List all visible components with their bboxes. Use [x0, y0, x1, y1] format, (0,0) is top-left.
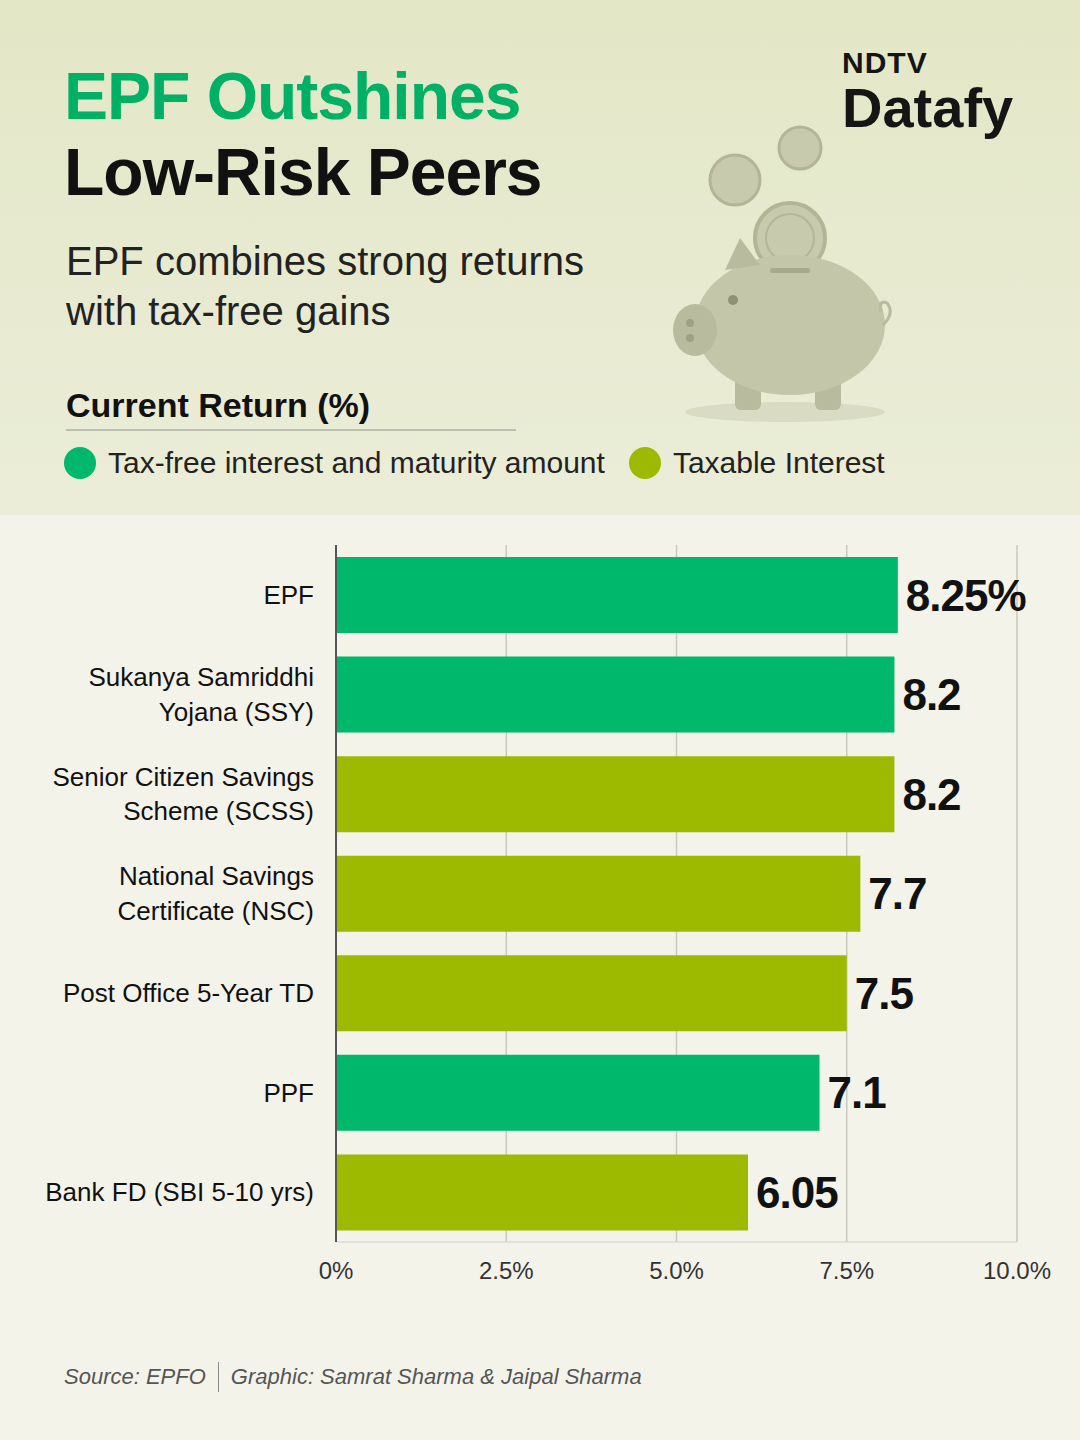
- html-text:Taxable Interest: Taxable Interest: [672, 446, 885, 479]
- html-text:Source: EPFO: Source: EPFO: [64, 1364, 206, 1389]
- svg-text:5.0%: 5.0%: [649, 1257, 704, 1284]
- svg-text:8.2: 8.2: [902, 770, 960, 819]
- svg-text:7.5: 7.5: [855, 969, 914, 1018]
- svg-text:Senior Citizen SavingsScheme (: Senior Citizen SavingsScheme (SCSS): [52, 762, 314, 826]
- svg-text:8.25%: 8.25%: [906, 571, 1026, 620]
- svg-text:Sukanya SamriddhiYojana (SSY): Sukanya SamriddhiYojana (SSY): [89, 662, 314, 726]
- svg-text:8.2: 8.2: [902, 670, 960, 719]
- svg-text:7.5%: 7.5%: [819, 1257, 874, 1284]
- svg-text:EPF: EPF: [263, 580, 314, 610]
- html-text:Low-Risk Peers: Low-Risk Peers: [64, 135, 542, 209]
- svg-text:7.1: 7.1: [828, 1068, 887, 1117]
- html-text:EPF combines strong returns wi: EPF combines strong returns with tax-fre…: [66, 239, 584, 333]
- svg-text:2.5%: 2.5%: [479, 1257, 534, 1284]
- html-text:Current Return (%): Current Return (%): [66, 386, 371, 424]
- html-text:Graphic: Samrat Sharma & Jaipa: Graphic: Samrat Sharma & Jaipal Sharma: [230, 1364, 642, 1389]
- svg-text:PPF: PPF: [263, 1078, 314, 1108]
- svg-text:Post Office 5-Year TD: Post Office 5-Year TD: [63, 978, 314, 1008]
- svg-text:7.7: 7.7: [868, 869, 926, 918]
- svg-text:0%: 0%: [319, 1257, 354, 1284]
- html-text:EPF Outshines: EPF Outshines: [64, 59, 521, 133]
- html-text:Tax-free interest and maturity: Tax-free interest and maturity amount: [108, 446, 605, 479]
- html-text:Datafy: Datafy: [842, 76, 1014, 139]
- svg-text:Bank FD (SBI 5-10 yrs): Bank FD (SBI 5-10 yrs): [45, 1177, 314, 1207]
- svg-text:6.05: 6.05: [756, 1168, 838, 1217]
- html-text:NDTV: NDTV: [842, 46, 928, 79]
- svg-text:10.0%: 10.0%: [983, 1257, 1051, 1284]
- svg-text:National SavingsCertificate (N: National SavingsCertificate (NSC): [118, 861, 314, 925]
